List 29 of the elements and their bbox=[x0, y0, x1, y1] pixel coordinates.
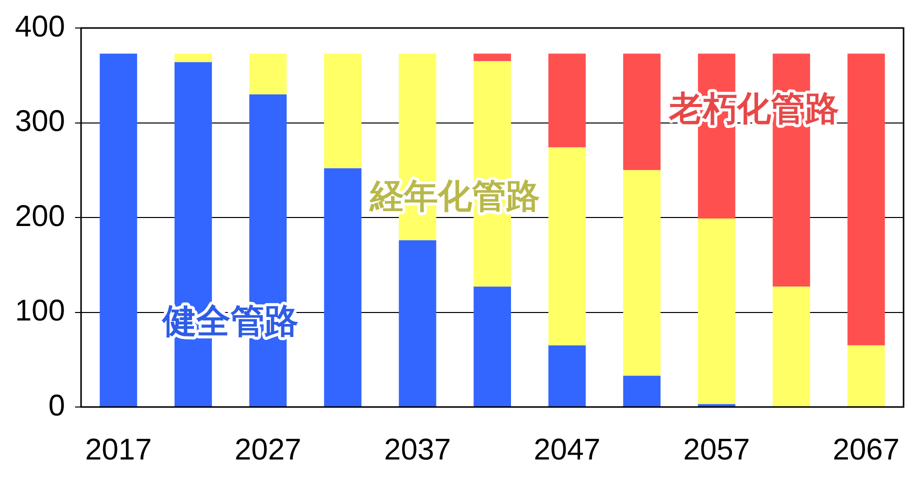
bar bbox=[249, 54, 287, 94]
bar bbox=[548, 54, 586, 148]
bar bbox=[474, 286, 511, 406]
bar bbox=[548, 147, 586, 346]
bar bbox=[100, 54, 138, 406]
x-tick-label: 2057 bbox=[683, 433, 750, 466]
bar bbox=[474, 54, 511, 62]
bar bbox=[623, 376, 661, 406]
bar bbox=[623, 170, 661, 376]
x-tick-label: 2027 bbox=[234, 433, 302, 466]
bar bbox=[174, 54, 212, 62]
y-tick-label: 300 bbox=[14, 105, 66, 138]
bar bbox=[324, 168, 362, 406]
y-tick-label: 100 bbox=[14, 294, 66, 328]
x-tick-label: 2047 bbox=[534, 433, 600, 466]
bar bbox=[772, 286, 810, 406]
bar bbox=[847, 54, 885, 346]
y-tick-label: 200 bbox=[14, 200, 66, 233]
y-tick-label: 400 bbox=[14, 10, 66, 44]
bar bbox=[698, 218, 736, 404]
x-tick-label: 2037 bbox=[384, 433, 451, 466]
bar bbox=[623, 54, 661, 170]
bar bbox=[548, 345, 586, 406]
bar bbox=[324, 54, 362, 168]
bar bbox=[847, 345, 885, 406]
y-tick-label: 0 bbox=[48, 389, 66, 422]
x-tick-label: 2067 bbox=[832, 433, 900, 466]
x-tick-label: 2017 bbox=[85, 433, 152, 466]
bar bbox=[398, 240, 436, 406]
